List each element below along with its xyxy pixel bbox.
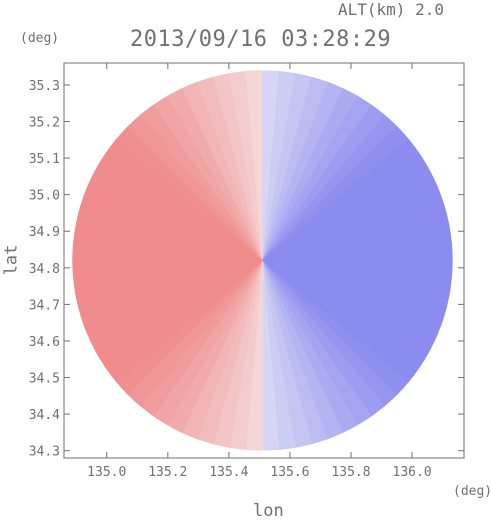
y-tick-label: 34.9 — [29, 225, 60, 240]
x-axis-unit: (deg) — [453, 484, 491, 499]
altitude-label: ALT(km) 2.0 — [338, 0, 444, 19]
y-tick-label: 34.7 — [29, 298, 60, 313]
y-tick-label: 34.5 — [29, 372, 60, 387]
x-tick-label: 135.8 — [331, 465, 370, 480]
y-tick-label: 34.3 — [29, 445, 60, 460]
velocity-sector — [262, 208, 453, 261]
velocity-sector — [72, 260, 263, 313]
velocity-sector — [244, 70, 263, 261]
velocity-sector — [227, 70, 263, 261]
plot-frame — [63, 62, 465, 459]
velocity-sector — [72, 260, 263, 296]
y-tick-label: 35.3 — [29, 79, 60, 94]
x-tick-label: 135.4 — [209, 465, 248, 480]
y-axis-unit: (deg) — [20, 31, 60, 46]
velocity-sector — [262, 225, 453, 261]
velocity-sector — [210, 70, 263, 261]
y-tick-label: 34.6 — [29, 335, 60, 350]
velocity-sectors — [72, 70, 453, 451]
velocity-sector — [262, 260, 315, 451]
x-tick-label: 136.0 — [393, 465, 432, 480]
y-tick-label: 34.8 — [29, 262, 60, 277]
x-tick-label: 135.2 — [148, 465, 187, 480]
y-tick-label: 35.2 — [29, 116, 60, 131]
y-axis: 34.3 34.4 34.5 34.6 34.7 34.8 34.9 35.0 35.1 35.2… — [29, 79, 464, 460]
velocity-sector — [262, 260, 281, 451]
velocity-sector — [72, 260, 263, 279]
velocity-field — [72, 70, 453, 451]
chart-title: 2013/09/16 03:28:29 — [130, 27, 392, 52]
velocity-sector — [262, 242, 453, 261]
x-axis-label: lon — [253, 501, 284, 521]
y-tick-label: 34.4 — [29, 408, 60, 423]
x-tick-label: 135.6 — [270, 465, 309, 480]
x-axis: 135.0 135.2 135.4 135.6 135.8 136.0 — [87, 63, 432, 480]
y-tick-label: 35.1 — [29, 152, 60, 167]
y-tick-label: 35.0 — [29, 189, 60, 204]
velocity-sector — [262, 260, 298, 451]
x-tick-label: 135.0 — [87, 465, 126, 480]
